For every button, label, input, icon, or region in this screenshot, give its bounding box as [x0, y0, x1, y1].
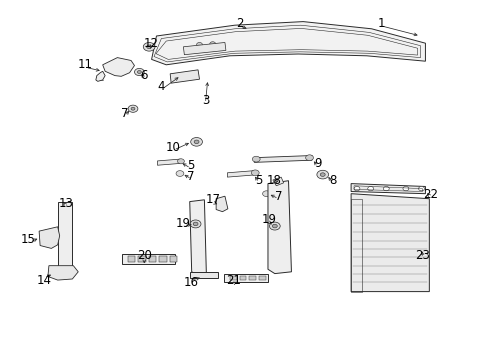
Polygon shape [189, 200, 206, 274]
Polygon shape [122, 254, 175, 264]
Bar [148, 256, 156, 262]
Circle shape [251, 170, 259, 176]
Polygon shape [254, 156, 311, 162]
Text: 7: 7 [274, 190, 282, 203]
Circle shape [269, 222, 280, 230]
Circle shape [272, 224, 277, 228]
Circle shape [146, 45, 151, 49]
Text: 5: 5 [186, 159, 194, 172]
Text: 23: 23 [415, 249, 429, 262]
Text: 19: 19 [261, 213, 276, 226]
Text: 7: 7 [186, 170, 194, 183]
Polygon shape [58, 202, 72, 268]
Circle shape [190, 138, 202, 146]
Bar [229, 276, 236, 280]
Bar [169, 256, 177, 262]
Circle shape [383, 186, 388, 191]
Text: 20: 20 [137, 249, 151, 262]
Text: 11: 11 [78, 58, 93, 71]
Text: 21: 21 [226, 274, 241, 287]
Circle shape [194, 140, 199, 144]
Polygon shape [224, 274, 267, 282]
Polygon shape [151, 22, 425, 65]
Circle shape [316, 170, 328, 179]
Polygon shape [216, 196, 227, 212]
Circle shape [137, 71, 141, 73]
Circle shape [128, 105, 138, 112]
Circle shape [131, 107, 135, 110]
Polygon shape [170, 70, 199, 83]
Circle shape [367, 186, 373, 191]
Polygon shape [157, 159, 180, 165]
Text: 13: 13 [59, 197, 73, 210]
Polygon shape [350, 184, 425, 194]
Circle shape [418, 186, 424, 191]
Bar [259, 276, 265, 280]
Text: 1: 1 [377, 17, 385, 30]
Text: 17: 17 [205, 193, 220, 206]
Text: 3: 3 [201, 94, 209, 107]
Text: 8: 8 [328, 174, 336, 186]
Circle shape [143, 42, 155, 51]
Text: 7: 7 [121, 107, 128, 120]
Circle shape [353, 186, 359, 191]
Text: 2: 2 [235, 17, 243, 30]
Bar [128, 256, 135, 262]
Polygon shape [39, 227, 60, 248]
Text: 16: 16 [183, 276, 198, 289]
Text: 4: 4 [157, 80, 165, 93]
Bar [239, 276, 246, 280]
Circle shape [43, 234, 53, 241]
Circle shape [402, 186, 408, 191]
Circle shape [193, 222, 198, 226]
Circle shape [320, 173, 325, 176]
Text: 10: 10 [166, 141, 181, 154]
Circle shape [190, 220, 201, 228]
Polygon shape [350, 194, 428, 292]
Circle shape [262, 191, 270, 197]
Text: 15: 15 [21, 233, 36, 246]
Polygon shape [189, 272, 217, 278]
Polygon shape [267, 181, 291, 274]
Circle shape [209, 42, 215, 46]
Polygon shape [102, 58, 134, 76]
Text: 9: 9 [313, 157, 321, 170]
Circle shape [305, 155, 313, 161]
Polygon shape [96, 71, 105, 81]
Polygon shape [227, 171, 254, 177]
Text: 14: 14 [37, 274, 51, 287]
Polygon shape [48, 266, 78, 280]
Text: 19: 19 [176, 217, 190, 230]
Text: 5: 5 [255, 174, 263, 186]
Circle shape [134, 68, 144, 76]
Circle shape [176, 171, 183, 176]
Text: 18: 18 [266, 174, 281, 186]
Bar [138, 256, 145, 262]
Circle shape [171, 73, 178, 78]
Circle shape [177, 159, 184, 164]
Bar [249, 276, 256, 280]
Polygon shape [183, 42, 225, 55]
Text: 22: 22 [422, 188, 437, 201]
Circle shape [191, 71, 198, 76]
Circle shape [196, 42, 202, 47]
Bar [159, 256, 166, 262]
Text: 12: 12 [144, 37, 159, 50]
Circle shape [252, 156, 260, 162]
Polygon shape [272, 177, 283, 186]
Text: 6: 6 [140, 69, 148, 82]
